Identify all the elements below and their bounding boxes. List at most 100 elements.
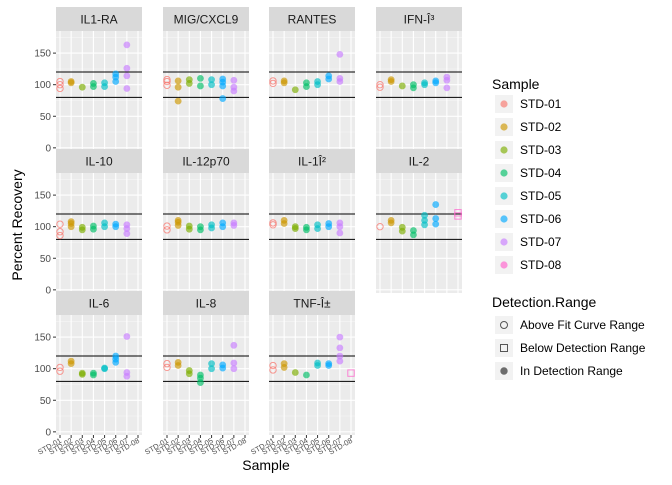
data-point: [421, 216, 428, 224]
x-axis-label: Sample: [242, 457, 290, 473]
y-tick-label: 150: [34, 333, 51, 344]
data-point: [123, 64, 131, 72]
data-point: [314, 78, 321, 85]
data-point: [230, 219, 238, 227]
data-point: [123, 85, 131, 92]
data-point-above-range: [56, 363, 64, 372]
facet-panel: IL-12p70: [163, 149, 249, 293]
data-point: [101, 79, 108, 87]
data-point: [325, 360, 333, 368]
y-tick-label: 0: [45, 285, 51, 296]
data-point-above-range: [269, 366, 277, 374]
data-point: [208, 221, 215, 229]
facet-title: IL-1Î²: [298, 154, 326, 169]
data-point: [219, 75, 227, 83]
data-point: [303, 371, 310, 379]
data-point: [123, 369, 131, 376]
data-point-above-range: [163, 226, 171, 234]
data-point: [67, 357, 75, 365]
legend-label: Below Detection Range: [520, 341, 646, 355]
data-point: [123, 333, 131, 340]
panel-background: [269, 315, 355, 435]
panel-background: [376, 173, 462, 293]
data-point: [325, 72, 333, 80]
legend-label: STD-03: [520, 143, 562, 157]
data-point: [230, 365, 238, 373]
data-point: [336, 344, 344, 352]
y-tick-label: 0: [45, 143, 51, 154]
facet-strip: [163, 291, 249, 315]
y-axis-label: Percent Recovery: [9, 169, 25, 280]
data-point: [90, 222, 97, 230]
data-point-above-range: [269, 77, 277, 85]
data-point: [336, 229, 344, 237]
facet-panel: IL-8: [163, 291, 249, 435]
facet-panel: MIG/CXCL9: [163, 7, 249, 151]
data-point: [387, 216, 395, 224]
data-point: [314, 221, 321, 229]
detection-range-legend-title: Detection.Range: [492, 294, 597, 310]
data-point: [280, 360, 288, 368]
facet-strip: [163, 149, 249, 173]
data-point-above-range: [163, 77, 171, 86]
facet-title: IFN-Î³: [404, 12, 435, 27]
data-point: [67, 78, 75, 85]
data-point: [280, 77, 288, 85]
legend-label: STD-02: [520, 120, 562, 134]
data-point: [208, 365, 215, 373]
data-point: [303, 79, 310, 87]
legend-key-std-08: [500, 261, 508, 269]
facet-panel: IL-2: [376, 149, 462, 293]
legend-key-std-05: [500, 192, 508, 200]
data-point: [336, 219, 344, 227]
legend-key-std-02: [500, 123, 508, 131]
data-point-above-range: [269, 221, 277, 229]
y-tick-label: 150: [34, 49, 51, 60]
legend-key-background: [495, 339, 513, 357]
y-tick-label: 100: [34, 222, 51, 233]
facet-title: IL-10: [85, 155, 113, 169]
panel-background: [269, 31, 355, 151]
facet-panel: RANTES: [269, 7, 355, 151]
facet-strip: [269, 291, 355, 315]
data-point: [174, 83, 182, 91]
x-axis-ticks: STD-01STD-02STD-03STD-04STD-05STD-06STD-…: [249, 435, 354, 457]
legend-key-std-03: [500, 146, 508, 154]
legend-label: In Detection Range: [520, 364, 623, 378]
y-tick-label: 100: [34, 364, 51, 375]
data-point: [291, 223, 299, 231]
data-point: [78, 369, 86, 377]
open-circle-icon: [500, 321, 508, 329]
panel-background: [163, 173, 249, 293]
facet-panel: IL-6 0 50 100 150: [34, 291, 142, 438]
legend-label: STD-06: [520, 212, 562, 226]
facet-strip: [269, 149, 355, 173]
x-axis-ticks: STD-01STD-02STD-03STD-04STD-05STD-06STD-…: [36, 435, 141, 457]
facet-strip: [376, 7, 462, 31]
data-point: [432, 215, 440, 222]
data-point: [67, 218, 75, 226]
legend-key-std-04: [500, 169, 508, 177]
data-point: [219, 95, 227, 102]
data-point: [336, 357, 344, 365]
data-point: [219, 361, 227, 369]
facet-strip: [163, 7, 249, 31]
data-point: [230, 76, 238, 84]
data-point: [336, 352, 344, 360]
panel-background: [163, 315, 249, 435]
legend-label: Above Fit Curve Range: [520, 318, 645, 332]
data-point: [432, 77, 440, 85]
data-point: [398, 82, 406, 90]
facet-panel: IL1-RA 0 50 100 150: [34, 7, 142, 154]
data-point-above-range: [269, 79, 277, 88]
data-point-above-range: [163, 81, 171, 90]
data-point: [230, 341, 238, 349]
facet-strip: [376, 149, 462, 173]
data-point: [174, 216, 182, 224]
data-point-above-range: [163, 222, 171, 230]
panel-background: [376, 31, 462, 151]
data-point: [443, 84, 451, 92]
data-point: [410, 227, 417, 234]
facet-title: IL-6: [89, 297, 110, 311]
